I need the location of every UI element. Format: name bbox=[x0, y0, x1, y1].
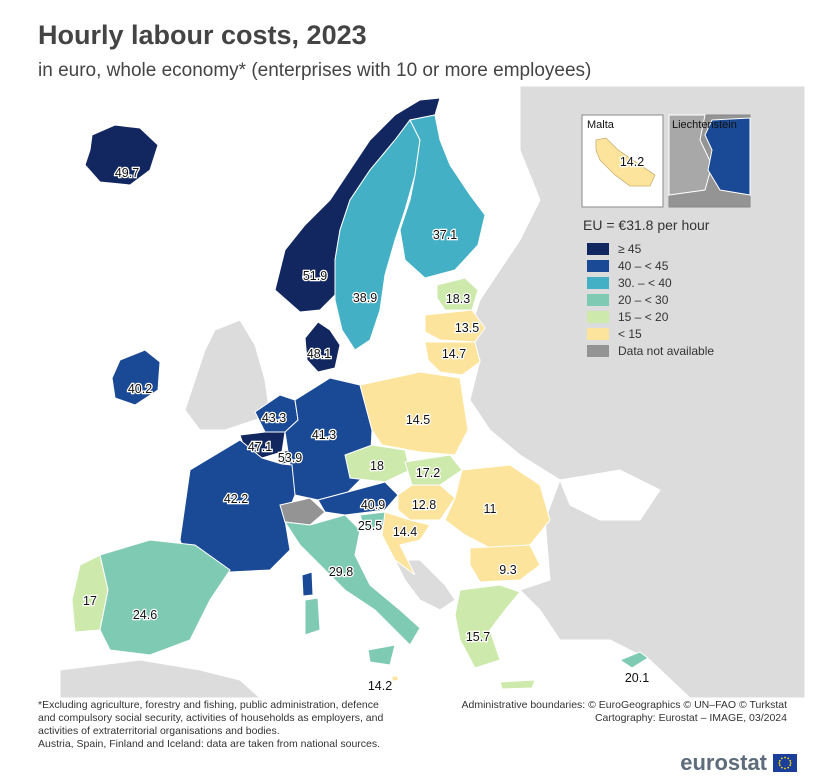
legend-item: 20 – < 30 bbox=[587, 292, 669, 307]
footnote-line: Austria, Spain, Finland and Iceland: dat… bbox=[38, 738, 381, 750]
eu-flag-icon bbox=[773, 754, 797, 772]
label-romania: 11 bbox=[484, 502, 497, 516]
label-portugal: 17 bbox=[83, 594, 97, 608]
legend-label: ≥ 45 bbox=[618, 241, 642, 256]
label-belgium: 47.1 bbox=[248, 440, 272, 454]
sicily-region bbox=[367, 644, 396, 666]
label-iceland: 49.7 bbox=[115, 166, 139, 180]
footnote-line: activities of extraterritorial organisat… bbox=[38, 725, 280, 737]
logo-text: eurostat bbox=[680, 750, 767, 775]
crete-region bbox=[499, 679, 536, 690]
label-austria: 40.9 bbox=[361, 498, 385, 512]
credits-line: Cartography: Eurostat – IMAGE, 03/2024 bbox=[594, 712, 787, 724]
label-poland: 14.5 bbox=[406, 413, 430, 427]
label-italy: 29.8 bbox=[329, 565, 353, 579]
credits: Administrative boundaries: © EuroGeograp… bbox=[461, 699, 787, 725]
label-cyprus: 20.1 bbox=[625, 671, 649, 685]
legend-item: < 15 bbox=[587, 326, 642, 341]
label-croatia: 14.4 bbox=[393, 525, 417, 539]
label-greece: 15.7 bbox=[466, 630, 490, 644]
label-bulgaria: 9.3 bbox=[499, 563, 516, 577]
cyprus-region bbox=[618, 651, 649, 669]
legend-swatch bbox=[587, 293, 609, 306]
lithuania-region bbox=[424, 341, 481, 376]
legend-label: 15 – < 20 bbox=[618, 309, 669, 324]
legend-swatch bbox=[587, 259, 609, 272]
austria-region bbox=[317, 481, 399, 516]
malta-region bbox=[391, 675, 399, 682]
liechtenstein-inset-title: Liechtenstein bbox=[672, 119, 737, 131]
chart-subtitle: in euro, whole economy* (enterprises wit… bbox=[38, 60, 592, 81]
chart-title: Hourly labour costs, 2023 bbox=[38, 20, 367, 50]
liechtenstein-inset: Liechtenstein bbox=[668, 114, 751, 208]
legend-item: Data not available bbox=[587, 343, 715, 358]
value-labels: 49.7 51.9 38.9 37.1 18.3 13.5 14.7 48.1 … bbox=[82, 165, 651, 695]
slovakia-region bbox=[404, 454, 463, 486]
eurostat-logo: eurostat bbox=[680, 750, 797, 776]
label-finland: 37.1 bbox=[433, 228, 457, 242]
label-slovenia: 25.5 bbox=[358, 519, 382, 533]
label-spain: 24.6 bbox=[133, 608, 157, 622]
label-slovakia: 17.2 bbox=[416, 466, 440, 480]
label-denmark: 48.1 bbox=[307, 347, 331, 361]
greece-region bbox=[454, 584, 521, 669]
label-luxembourg: 53.9 bbox=[278, 451, 302, 465]
sweden-region bbox=[334, 119, 421, 351]
legend-swatch bbox=[587, 242, 609, 255]
legend-item: ≥ 45 bbox=[587, 241, 642, 256]
legend-label: 20 – < 30 bbox=[618, 292, 669, 307]
malta-inset: Malta 14.2 bbox=[581, 114, 664, 208]
legend-item: 30. – < 40 bbox=[587, 275, 672, 290]
finland-region bbox=[399, 114, 486, 279]
legend-swatch bbox=[587, 344, 609, 357]
label-czechia: 18 bbox=[370, 459, 384, 473]
label-estonia: 18.3 bbox=[446, 292, 470, 306]
ireland-region bbox=[111, 349, 161, 406]
label-hungary: 12.8 bbox=[412, 498, 436, 512]
non-eu-land bbox=[59, 86, 805, 698]
italy-region bbox=[283, 514, 421, 646]
europe-map: 49.7 51.9 38.9 37.1 18.3 13.5 14.7 48.1 … bbox=[38, 86, 805, 698]
malta-inset-island bbox=[595, 137, 656, 187]
legend-label: 30. – < 40 bbox=[618, 275, 672, 290]
legend-swatch bbox=[587, 276, 609, 289]
corsica-region bbox=[301, 571, 314, 597]
romania-region bbox=[444, 464, 551, 549]
label-lithuania: 14.7 bbox=[442, 347, 466, 361]
hungary-region bbox=[397, 484, 456, 521]
label-france: 42.2 bbox=[224, 492, 248, 506]
legend-label: Data not available bbox=[618, 343, 715, 358]
liechtenstein-inset-region bbox=[704, 117, 751, 196]
switzerland-region bbox=[279, 497, 326, 526]
iceland-region bbox=[84, 124, 159, 186]
legend-label: 40 – < 45 bbox=[618, 258, 669, 273]
spain-region bbox=[99, 539, 231, 656]
label-malta: 14.2 bbox=[368, 679, 392, 693]
poland-region bbox=[359, 371, 469, 456]
malta-inset-value: 14.2 bbox=[620, 155, 644, 169]
legend-swatch bbox=[587, 310, 609, 323]
malta-inset-title: Malta bbox=[587, 119, 615, 131]
footnote-line: and compulsory social security, activiti… bbox=[38, 712, 384, 724]
bulgaria-region bbox=[469, 544, 541, 583]
legend-label: < 15 bbox=[618, 326, 642, 341]
credits-line: Administrative boundaries: © EuroGeograp… bbox=[461, 699, 787, 711]
legend-item: 15 – < 20 bbox=[587, 309, 669, 324]
footnote-line: *Excluding agriculture, forestry and fis… bbox=[38, 699, 379, 711]
legend-title: EU = €31.8 per hour bbox=[583, 217, 710, 233]
label-latvia: 13.5 bbox=[455, 321, 479, 335]
croatia-region bbox=[381, 511, 431, 576]
footnote: *Excluding agriculture, forestry and fis… bbox=[38, 699, 448, 751]
label-ireland: 40.2 bbox=[128, 382, 152, 396]
legend-item: 40 – < 45 bbox=[587, 258, 669, 273]
label-sweden: 38.9 bbox=[353, 291, 377, 305]
label-norway: 51.9 bbox=[303, 269, 327, 283]
sardinia-region bbox=[304, 597, 321, 636]
denmark-region bbox=[304, 321, 341, 373]
label-germany: 41.3 bbox=[312, 428, 336, 442]
label-netherlands: 43.3 bbox=[262, 411, 286, 425]
legend-swatch bbox=[587, 327, 609, 340]
